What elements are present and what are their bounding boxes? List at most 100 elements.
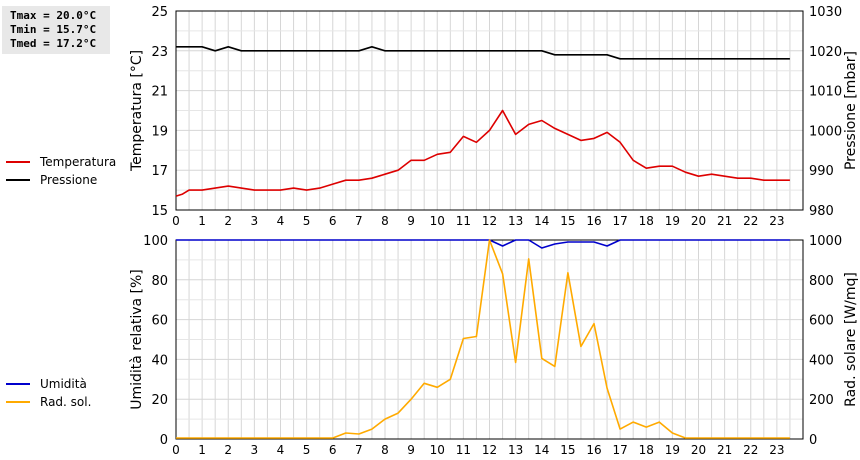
xtick-1-20: 20 — [691, 443, 706, 457]
legend-swatch-pressione — [6, 179, 30, 181]
series-line-rad-sol — [176, 239, 790, 439]
ytick-right-0-3: 1010 — [809, 85, 842, 100]
ytick-right-0-1: 990 — [809, 164, 834, 179]
xtick-1-0: 0 — [172, 443, 180, 457]
xtick-1-21: 21 — [717, 443, 732, 457]
legend-item-temperatura: Temperatura — [6, 153, 116, 171]
xtick-1-2: 2 — [224, 443, 232, 457]
ytick-left-0-5: 25 — [151, 5, 168, 20]
stat-tmed: Tmed = 17.2°C — [10, 37, 97, 50]
xtick-1-4: 4 — [277, 443, 285, 457]
xtick-0-7: 7 — [355, 214, 363, 228]
xtick-0-2: 2 — [224, 214, 232, 228]
plot-frame-0 — [175, 10, 804, 211]
xtick-1-19: 19 — [665, 443, 680, 457]
xtick-1-11: 11 — [456, 443, 471, 457]
xtick-0-12: 12 — [482, 214, 497, 228]
legend-swatch-temperatura — [6, 161, 30, 163]
xtick-0-5: 5 — [303, 214, 311, 228]
xtick-0-22: 22 — [743, 214, 758, 228]
xtick-0-10: 10 — [430, 214, 445, 228]
ytick-left-0-1: 17 — [151, 164, 168, 179]
xtick-0-18: 18 — [639, 214, 654, 228]
ylabel-left-0: Temperatura [°C] — [129, 50, 145, 172]
xtick-0-1: 1 — [198, 214, 206, 228]
ytick-left-1-2: 40 — [151, 353, 168, 368]
legend-item-rad-sol: Rad. sol. — [6, 393, 91, 411]
ytick-left-1-0: 0 — [160, 433, 168, 448]
ytick-left-0-4: 23 — [151, 45, 168, 60]
xtick-1-18: 18 — [639, 443, 654, 457]
xtick-0-15: 15 — [560, 214, 575, 228]
ylabel-right-0: Pressione [mbar] — [843, 51, 859, 170]
legend-label-umidita: Umidità — [40, 377, 87, 391]
legend-label-rad-sol: Rad. sol. — [40, 395, 92, 409]
xtick-0-6: 6 — [329, 214, 337, 228]
xtick-0-14: 14 — [534, 214, 549, 228]
xtick-1-12: 12 — [482, 443, 497, 457]
legend-top: Temperatura Pressione — [6, 153, 116, 189]
legend-item-pressione: Pressione — [6, 171, 116, 189]
ytick-right-0-4: 1020 — [809, 45, 842, 60]
ytick-right-1-5: 1000 — [809, 234, 842, 249]
xtick-0-20: 20 — [691, 214, 706, 228]
xtick-1-14: 14 — [534, 443, 549, 457]
xtick-0-9: 9 — [407, 214, 415, 228]
legend-label-temperatura: Temperatura — [40, 155, 117, 169]
ytick-left-1-3: 60 — [151, 314, 168, 329]
xtick-1-9: 9 — [407, 443, 415, 457]
xtick-0-21: 21 — [717, 214, 732, 228]
xtick-0-23: 23 — [769, 214, 784, 228]
xtick-0-11: 11 — [456, 214, 471, 228]
xtick-1-15: 15 — [560, 443, 575, 457]
xtick-0-0: 0 — [172, 214, 180, 228]
xtick-1-3: 3 — [251, 443, 259, 457]
ytick-left-0-2: 19 — [151, 124, 168, 139]
ylabel-right-1: Rad. solare [W/mq] — [843, 272, 859, 407]
legend-item-umidita: Umidità — [6, 375, 91, 393]
xtick-1-10: 10 — [430, 443, 445, 457]
xtick-1-8: 8 — [381, 443, 389, 457]
legend-swatch-rad-sol — [6, 401, 30, 403]
stats-box: Tmax = 20.0°C Tmin = 15.7°C Tmed = 17.2°… — [2, 6, 110, 54]
xtick-0-3: 3 — [251, 214, 259, 228]
stat-tmin: Tmin = 15.7°C — [10, 23, 97, 36]
xtick-1-13: 13 — [508, 443, 523, 457]
xtick-0-13: 13 — [508, 214, 523, 228]
ytick-right-1-4: 800 — [809, 274, 834, 289]
xtick-1-1: 1 — [198, 443, 206, 457]
legend-label-pressione: Pressione — [40, 173, 98, 187]
ytick-right-1-3: 600 — [809, 314, 834, 329]
ytick-right-0-5: 1030 — [809, 5, 842, 20]
xtick-0-17: 17 — [612, 214, 627, 228]
series-line-pressione — [176, 45, 790, 60]
xtick-1-17: 17 — [612, 443, 627, 457]
xtick-0-4: 4 — [277, 214, 285, 228]
xtick-1-7: 7 — [355, 443, 363, 457]
ytick-left-1-5: 100 — [143, 234, 168, 249]
legend-bottom-list: Umidità Rad. sol. — [6, 375, 91, 411]
xtick-1-23: 23 — [769, 443, 784, 457]
xtick-0-8: 8 — [381, 214, 389, 228]
stat-tmax: Tmax = 20.0°C — [10, 9, 97, 22]
xtick-1-16: 16 — [586, 443, 601, 457]
ytick-left-1-4: 80 — [151, 274, 168, 289]
series-line-temperatura — [175, 109, 790, 197]
ytick-right-1-2: 400 — [809, 353, 834, 368]
xtick-0-19: 19 — [665, 214, 680, 228]
legend-swatch-umidita — [6, 383, 30, 385]
xtick-1-5: 5 — [303, 443, 311, 457]
ytick-right-0-2: 1000 — [809, 124, 842, 139]
ytick-right-1-1: 200 — [809, 393, 834, 408]
ytick-left-0-3: 21 — [151, 85, 168, 100]
xtick-0-16: 16 — [586, 214, 601, 228]
xtick-1-6: 6 — [329, 443, 337, 457]
ytick-right-0-0: 980 — [809, 204, 834, 219]
series-line-umidit — [176, 239, 790, 249]
ytick-left-1-1: 20 — [151, 393, 168, 408]
ylabel-left-1: Umidità relativa [%] — [129, 269, 145, 410]
ytick-right-1-0: 0 — [809, 433, 817, 448]
ytick-left-0-0: 15 — [151, 204, 168, 219]
xtick-1-22: 22 — [743, 443, 758, 457]
